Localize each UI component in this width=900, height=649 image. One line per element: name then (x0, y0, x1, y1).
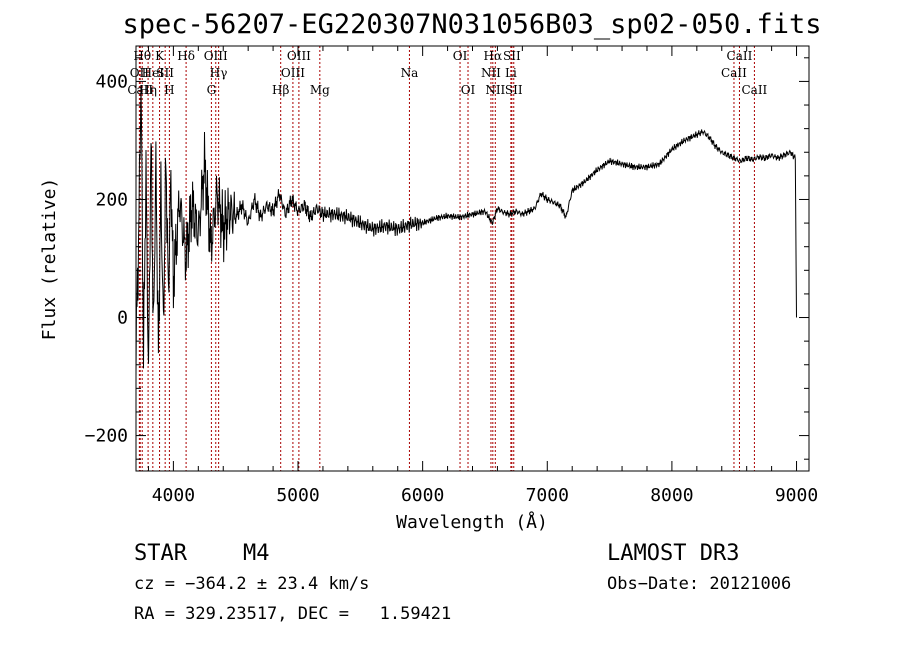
redshift-velocity: cz = −364.2 ± 23.4 km/s (134, 574, 369, 594)
emission-line-label: SII (156, 66, 174, 80)
chart-title: spec-56207-EG220307N031056B03_sp02-050.f… (123, 9, 822, 40)
emission-line-label: OI (461, 83, 476, 97)
emission-line-label: SII (503, 49, 521, 63)
x-tick-label: 5000 (276, 485, 319, 506)
x-axis-ticks: 4000 5000 6000 7000 8000 9000 (147, 46, 818, 506)
y-tick-label: 0 (117, 308, 128, 329)
emission-line-label: Mg (310, 83, 330, 97)
y-axis-ticks: −200 0 200 400 (85, 57, 809, 460)
emission-line-markers (138, 46, 755, 471)
x-tick-label: 8000 (650, 485, 693, 506)
ra-dec-coordinates: RA = 329.23517, DEC = 1.59421 (134, 604, 451, 624)
object-subclass: M4 (243, 541, 270, 566)
emission-line-label: Na (401, 66, 419, 80)
emission-line-label: NII (481, 66, 501, 80)
emission-line-label: K (155, 49, 165, 63)
emission-line-label: H (164, 83, 174, 97)
emission-line-label: Hα (484, 49, 503, 63)
emission-line-label: NII (485, 83, 505, 97)
y-tick-label: 200 (95, 189, 128, 210)
object-class: STAR (134, 541, 188, 566)
survey-name: LAMOST DR3 (607, 541, 739, 566)
emission-line-label: Hδ (177, 49, 195, 63)
x-tick-label: 7000 (526, 485, 569, 506)
emission-line-label: Hβ (272, 83, 289, 97)
x-axis-label: Wavelength (Å) (396, 511, 548, 533)
emission-line-label: Hγ (210, 66, 228, 80)
emission-line-label: Hη (139, 83, 157, 97)
y-tick-label: 400 (95, 71, 128, 92)
emission-line-label: G (207, 83, 217, 97)
emission-line-label: SII (505, 83, 523, 97)
y-tick-label: −200 (85, 426, 128, 447)
plot-frame (135, 45, 810, 472)
emission-line-label: CaII (727, 49, 753, 63)
emission-line-label: OII (130, 66, 150, 80)
emission-line-label: CaII (127, 83, 153, 97)
emission-line-label: Li (505, 66, 517, 80)
x-tick-label: 9000 (775, 485, 818, 506)
observation-date: Obs−Date: 20121006 (607, 574, 791, 594)
emission-line-label: OIII (287, 49, 311, 63)
emission-line-label: OI (453, 49, 468, 63)
emission-line-label: HeI (142, 66, 165, 80)
emission-line-label: OIII (204, 49, 228, 63)
emission-line-label: OIII (281, 66, 305, 80)
x-tick-label: 6000 (401, 485, 444, 506)
y-axis-label: Flux (relative) (39, 178, 60, 341)
x-tick-label: 4000 (152, 485, 195, 506)
emission-line-label: CaII (741, 83, 767, 97)
spectrum-line (135, 86, 797, 376)
emission-line-label: Hθ (133, 49, 151, 63)
emission-line-label: CaII (721, 66, 747, 80)
emission-line-labels: OII CaII Hθ Hη HeI K SII H Hδ OIII Hγ G Hβ OIII OIII Mg… (127, 49, 767, 97)
